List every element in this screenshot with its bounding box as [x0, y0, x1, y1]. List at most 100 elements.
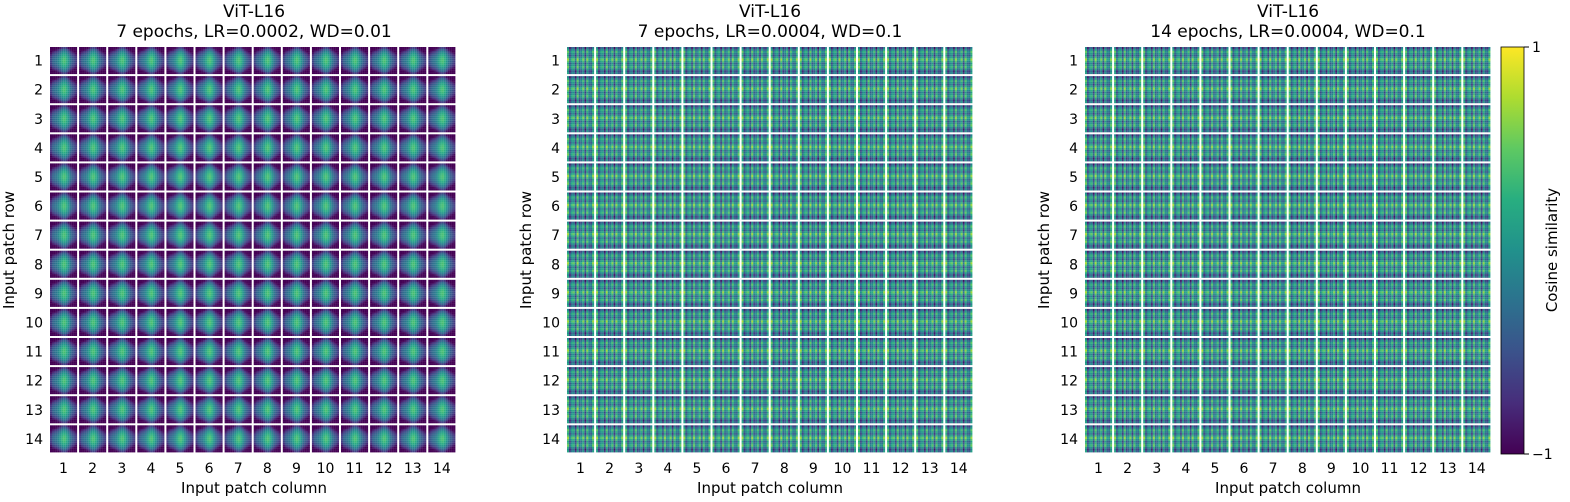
panel-2-cell-r9-c5 — [683, 279, 711, 307]
panel-3-cell-r5-c4 — [1172, 163, 1200, 191]
panel-1-cell-r6-c3 — [108, 192, 136, 220]
panel-2-cell-r14-c2 — [596, 425, 624, 453]
panel-2-cell-r8-c9 — [799, 250, 827, 278]
panel-3-cell-r13-c7 — [1259, 396, 1287, 424]
panel-1-cell-r7-c10 — [311, 221, 339, 249]
panel-1-cell-r2-c3 — [108, 76, 136, 104]
panel-3-cell-r7-c9 — [1317, 221, 1345, 249]
panel-2-cell-r13-c12 — [887, 396, 915, 424]
panel-1-cell-r2-c10 — [311, 76, 339, 104]
panel-3-cell-r6-c2 — [1114, 192, 1142, 220]
panel-1-cell-r10-c2 — [79, 308, 107, 336]
panel-3-cell-r13-c14 — [1463, 396, 1491, 424]
panel-3-cell-r2-c1 — [1085, 76, 1113, 104]
panel-3-cell-r10-c13 — [1434, 308, 1462, 336]
panel-3-cell-r5-c8 — [1288, 163, 1316, 191]
panel-3-cell-r10-c4 — [1172, 308, 1200, 336]
panel-2-cell-r4-c9 — [799, 134, 827, 162]
panel-3-cell-r9-c4 — [1172, 279, 1200, 307]
panel-1-cell-r9-c13 — [399, 279, 427, 307]
panel-2-col-tick-label: 2 — [605, 461, 614, 477]
panel-2-cell-r5-c2 — [596, 163, 624, 191]
panel-3-cell-r2-c5 — [1201, 76, 1229, 104]
panel-1-cell-r14-c6 — [195, 425, 223, 453]
panel-3-cell-r7-c4 — [1172, 221, 1200, 249]
panel-2-cell-r12-c13 — [916, 367, 944, 395]
panel-2-cell-r8-c3 — [625, 250, 653, 278]
panel-2-cell-r9-c8 — [770, 279, 798, 307]
panel-1-col-ticks: 1 2 3 4 5 6 7 8 9 10 11 12 13 14 — [59, 461, 451, 477]
panel-2-cell-r10-c11 — [858, 308, 886, 336]
panel-3-cell-r14-c1 — [1085, 425, 1113, 453]
panel-2-cell-r8-c14 — [945, 250, 973, 278]
panel-3-col-tick-label: 9 — [1327, 461, 1336, 477]
panel-1-cell-r4-c7 — [224, 134, 252, 162]
panel-1-row-tick-label: 12 — [25, 374, 43, 390]
panel-1-cell-r4-c11 — [341, 134, 369, 162]
panel-2-col-tick-label: 4 — [663, 461, 672, 477]
panel-2-cell-r10-c9 — [799, 308, 827, 336]
panel-2-cell-r2-c10 — [828, 76, 856, 104]
panel-1-cell-r1-c8 — [253, 47, 281, 75]
panel-3-cell-r9-c13 — [1434, 279, 1462, 307]
panel-2-cell-r14-c12 — [887, 425, 915, 453]
panel-1-cell-r13-c2 — [79, 396, 107, 424]
panel-3-cell-r9-c14 — [1463, 279, 1491, 307]
panel-2-cell-r14-c10 — [828, 425, 856, 453]
panel-2-cell-r14-c9 — [799, 425, 827, 453]
panel-3-cell-r13-c4 — [1172, 396, 1200, 424]
panel-3-cell-r4-c4 — [1172, 134, 1200, 162]
panel-1-cell-r1-c2 — [79, 47, 107, 75]
panel-2-cell-r3-c2 — [596, 105, 624, 133]
panel-3-cell-r8-c10 — [1346, 250, 1374, 278]
panel-2-cell-r9-c10 — [828, 279, 856, 307]
panel-1-cell-r6-c6 — [195, 192, 223, 220]
panel-2-cell-r2-c4 — [654, 76, 682, 104]
panel-3-cell-r1-c14 — [1463, 47, 1491, 75]
panel-1-ylabel: Input patch row — [0, 191, 18, 309]
panel-2-cell-r11-c6 — [712, 338, 740, 366]
panel-2-cell-r4-c1 — [567, 134, 595, 162]
panel-2-col-tick-label: 9 — [809, 461, 818, 477]
panel-2-cell-r9-c1 — [567, 279, 595, 307]
panel-2-cell-r6-c4 — [654, 192, 682, 220]
panel-3-cell-r11-c1 — [1085, 338, 1113, 366]
panel-1-cell-r8-c5 — [166, 250, 194, 278]
panel-2-cell-r9-c7 — [741, 279, 769, 307]
panel-2-cell-r3-c11 — [858, 105, 886, 133]
panel-2-cell-r1-c1 — [567, 47, 595, 75]
panel-2-col-tick-label: 6 — [722, 461, 731, 477]
panel-1-col-tick-label: 10 — [317, 461, 335, 477]
panel-2-cell-r7-c10 — [828, 221, 856, 249]
panel-3-cell-r8-c8 — [1288, 250, 1316, 278]
panel-2-row-tick-label: 13 — [542, 403, 560, 419]
panel-3-cell-r4-c8 — [1288, 134, 1316, 162]
panel-2-cell-r13-c14 — [945, 396, 973, 424]
panel-1-cell-r14-c13 — [399, 425, 427, 453]
panel-2-cell-r5-c10 — [828, 163, 856, 191]
panel-3-col-tick-label: 6 — [1240, 461, 1249, 477]
panel-1-cell-r2-c9 — [282, 76, 310, 104]
panel-1-col-tick-label: 1 — [59, 461, 68, 477]
panel-1-cell-r1-c5 — [166, 47, 194, 75]
panel-2-col-tick-label: 14 — [950, 461, 968, 477]
panel-1-cell-r12-c13 — [399, 367, 427, 395]
panel-3-cell-r3-c13 — [1434, 105, 1462, 133]
panel-1-cell-r9-c12 — [370, 279, 398, 307]
panel-2-cell-r4-c12 — [887, 134, 915, 162]
panel-2-cell-r14-c8 — [770, 425, 798, 453]
panel-3-cell-r14-c9 — [1317, 425, 1345, 453]
panel-3-cell-r3-c8 — [1288, 105, 1316, 133]
panel-3-xlabel: Input patch column — [1215, 479, 1361, 497]
panel-2-cell-r11-c1 — [567, 338, 595, 366]
panel-1-cell-r8-c2 — [79, 250, 107, 278]
panel-3-cell-r7-c3 — [1143, 221, 1171, 249]
panel-1-cell-r11-c2 — [79, 338, 107, 366]
panel-2-cell-r13-c10 — [828, 396, 856, 424]
panel-3-cell-r1-c2 — [1114, 47, 1142, 75]
panel-1-cell-r8-c9 — [282, 250, 310, 278]
panel-2-cell-r5-c5 — [683, 163, 711, 191]
panel-2-cell-r12-c7 — [741, 367, 769, 395]
panel-1-cell-r7-c1 — [50, 221, 78, 249]
panel-2-row-tick-label: 8 — [551, 257, 560, 273]
